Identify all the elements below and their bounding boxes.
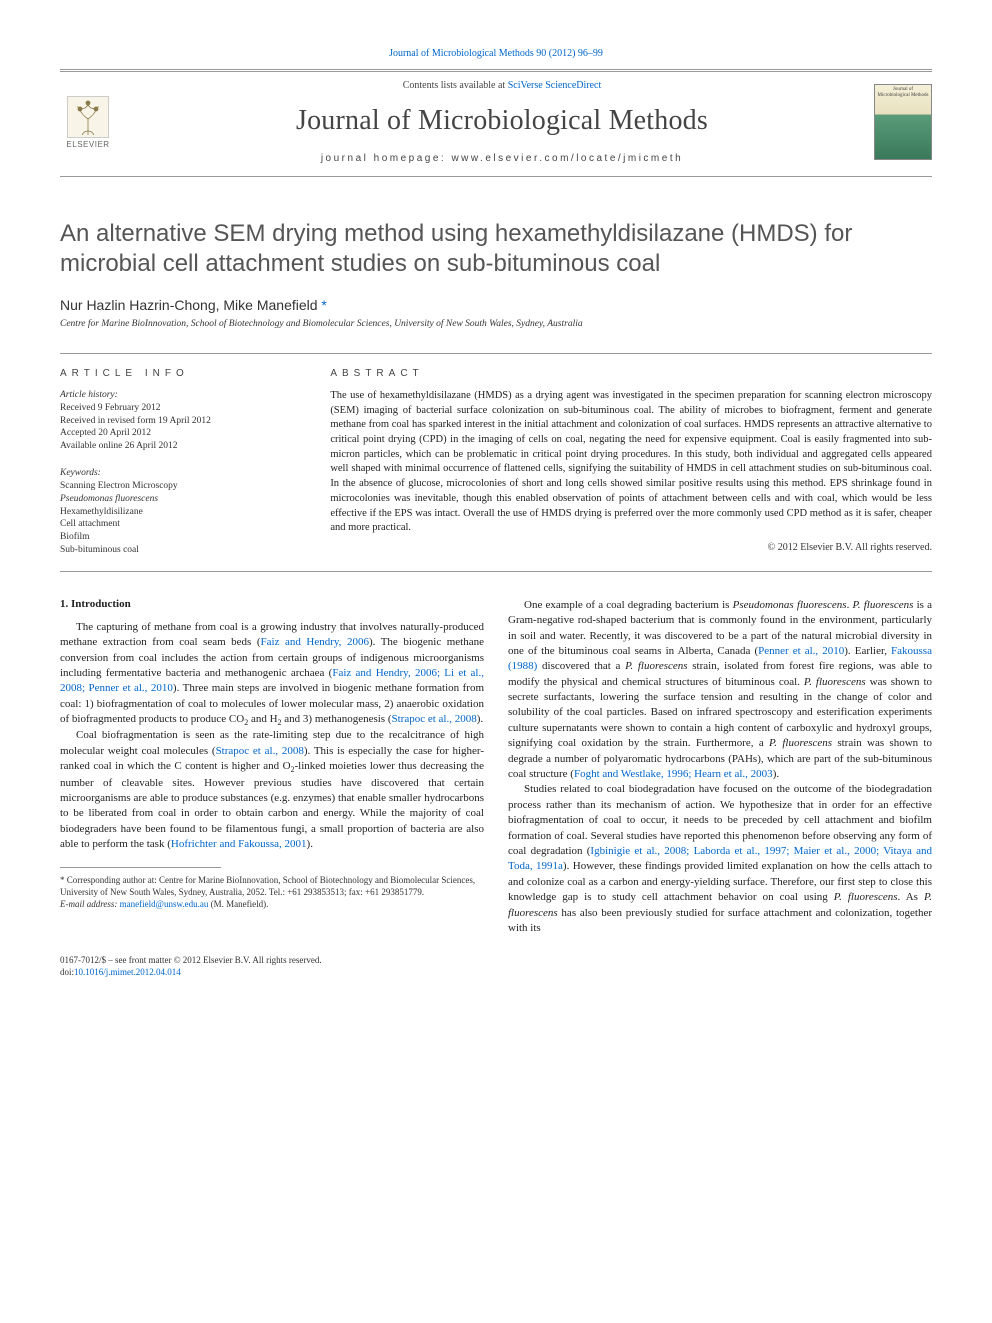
contents-text: Contents lists available at (403, 80, 508, 91)
para-3: One example of a coal degrading bacteriu… (508, 598, 932, 783)
masthead-left: ELSEVIER (60, 91, 130, 153)
keyword-3: Hexamethyldisilizane (60, 506, 310, 519)
masthead-center: Contents lists available at SciVerse Sci… (130, 80, 874, 164)
ref-faiz-2006[interactable]: Faiz and Hendry, 2006 (261, 636, 369, 648)
abstract-copyright: © 2012 Elsevier B.V. All rights reserved… (330, 542, 932, 553)
contents-available: Contents lists available at SciVerse Sci… (130, 80, 874, 91)
abstract-text: The use of hexamethyldisilazane (HMDS) a… (330, 389, 932, 536)
ref-foght-hearn[interactable]: Foght and Westlake, 1996; Hearn et al., … (574, 768, 773, 780)
keywords-block: Keywords: Scanning Electron Microscopy P… (60, 467, 310, 557)
keyword-6: Sub-bituminous coal (60, 544, 310, 557)
history-revised: Received in revised form 19 April 2012 (60, 415, 310, 428)
para-2: Coal biofragmentation is seen as the rat… (60, 728, 484, 852)
keyword-1: Scanning Electron Microscopy (60, 480, 310, 493)
masthead: ELSEVIER Contents lists available at Sci… (60, 72, 932, 177)
body-text-right: One example of a coal degrading bacteriu… (508, 598, 932, 937)
article-meta-block: ARTICLE INFO Article history: Received 9… (60, 353, 932, 572)
cover-label: Journal of Microbiological Methods (877, 87, 929, 98)
authors: Nur Hazlin Hazrin-Chong, Mike Manefield … (60, 297, 932, 313)
article-history: Article history: Received 9 February 201… (60, 389, 310, 453)
journal-name: Journal of Microbiological Methods (130, 105, 874, 137)
article-info-heading: ARTICLE INFO (60, 368, 310, 379)
article-title: An alternative SEM drying method using h… (60, 219, 932, 279)
history-online: Available online 26 April 2012 (60, 440, 310, 453)
email-label: E-mail address: (60, 899, 120, 909)
ref-strapoc-2008[interactable]: Strapoc et al., 2008 (392, 713, 477, 725)
issn-line: 0167-7012/$ – see front matter © 2012 El… (60, 954, 932, 966)
body-columns: 1. Introduction The capturing of methane… (60, 598, 932, 937)
ref-penner-2010[interactable]: Penner et al., 2010 (758, 645, 844, 657)
body-col-left: 1. Introduction The capturing of methane… (60, 598, 484, 937)
journal-cover-thumb: Journal of Microbiological Methods (874, 84, 932, 160)
abstract-heading: ABSTRACT (330, 368, 932, 379)
keyword-5: Biofilm (60, 531, 310, 544)
corresponding-marker: * (318, 297, 327, 313)
corr-text: * Corresponding author at: Centre for Ma… (60, 875, 475, 897)
doi-line: doi:10.1016/j.mimet.2012.04.014 (60, 966, 932, 978)
footnote-separator (60, 867, 221, 868)
article-info-column: ARTICLE INFO Article history: Received 9… (60, 368, 330, 557)
body-text-left: The capturing of methane from coal is a … (60, 620, 484, 853)
authors-names: Nur Hazlin Hazrin-Chong, Mike Manefield (60, 297, 318, 313)
elsevier-label: ELSEVIER (66, 140, 109, 149)
citation-header: Journal of Microbiological Methods 90 (2… (60, 48, 932, 59)
email-suffix: (M. Manefield). (208, 899, 268, 909)
sciencedirect-link[interactable]: SciVerse ScienceDirect (508, 80, 602, 91)
journal-homepage: journal homepage: www.elsevier.com/locat… (130, 153, 874, 164)
ref-hofrichter-2001[interactable]: Hofrichter and Fakoussa, 2001 (171, 838, 307, 850)
history-accepted: Accepted 20 April 2012 (60, 427, 310, 440)
body-col-right: One example of a coal degrading bacteriu… (508, 598, 932, 937)
history-label: Article history: (60, 389, 310, 402)
elsevier-tree-icon (67, 96, 109, 138)
intro-heading: 1. Introduction (60, 598, 484, 610)
abstract-column: ABSTRACT The use of hexamethyldisilazane… (330, 368, 932, 557)
history-received: Received 9 February 2012 (60, 402, 310, 415)
elsevier-logo: ELSEVIER (60, 91, 116, 153)
corresponding-footnote: * Corresponding author at: Centre for Ma… (60, 874, 484, 898)
bottom-metadata: 0167-7012/$ – see front matter © 2012 El… (60, 954, 932, 978)
para-4: Studies related to coal biodegradation h… (508, 782, 932, 936)
email-link[interactable]: manefield@unsw.edu.au (120, 899, 209, 909)
keywords-label: Keywords: (60, 467, 310, 480)
citation-link[interactable]: Journal of Microbiological Methods 90 (2… (389, 48, 603, 59)
keyword-2: Pseudomonas fluorescens (60, 493, 310, 506)
doi-link[interactable]: 10.1016/j.mimet.2012.04.014 (74, 967, 181, 977)
ref-strapoc-2008b[interactable]: Strapoc et al., 2008 (216, 745, 304, 757)
para-1: The capturing of methane from coal is a … (60, 620, 484, 729)
affiliation: Centre for Marine BioInnovation, School … (60, 319, 932, 329)
keyword-4: Cell attachment (60, 518, 310, 531)
email-footnote: E-mail address: manefield@unsw.edu.au (M… (60, 898, 484, 910)
